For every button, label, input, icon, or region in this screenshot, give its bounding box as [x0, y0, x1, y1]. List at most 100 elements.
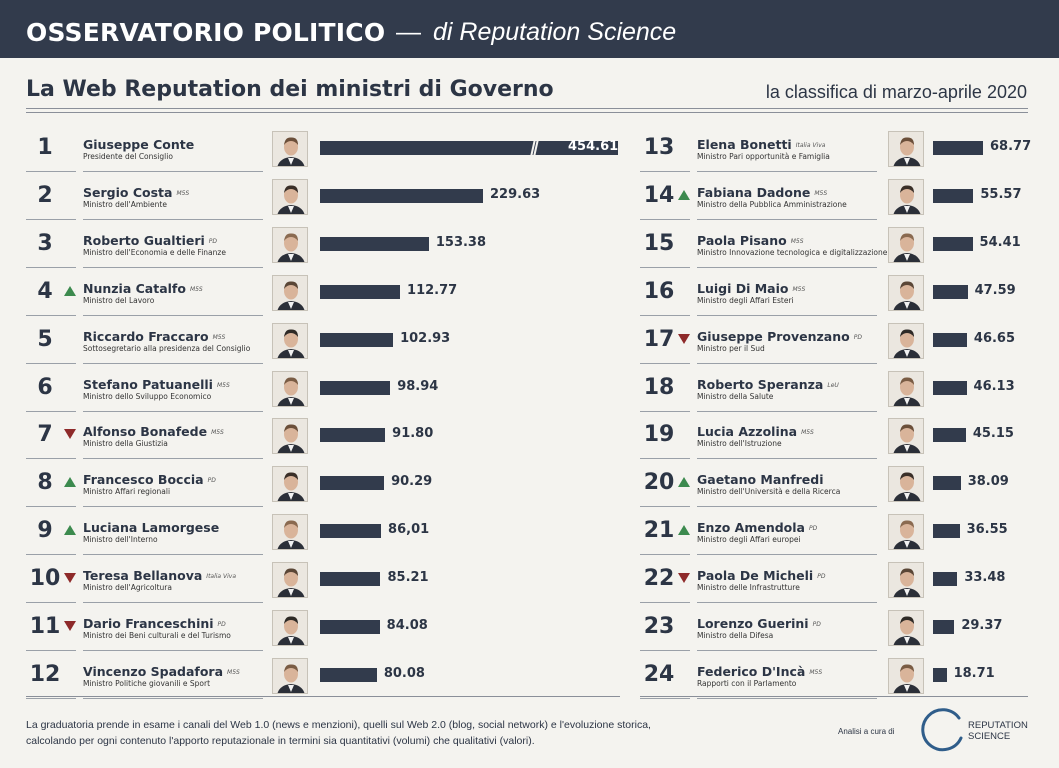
party-label: M5S [211, 429, 224, 437]
rank-underline [640, 697, 690, 699]
value-label: 80.08 [383, 665, 425, 681]
value-label: 84.08 [386, 618, 428, 633]
table-row: 12 Vincenzo Spadafora M5S Ministro Politich… [26, 652, 620, 699]
trend-up-icon [678, 525, 690, 536]
header-subtitle: — di Reputation Science [396, 18, 676, 47]
trend-up-icon [64, 285, 76, 296]
table-row: 9 Luciana Lamorgese Ministro dell'Interno 8… [26, 508, 620, 556]
minister-name-text: Luciana Lamorgese [83, 520, 220, 536]
value-bar [320, 236, 429, 251]
rank-number: 22 [643, 566, 675, 592]
party-label: PD [207, 477, 216, 485]
title-rule-bottom [26, 112, 1028, 113]
name-underline [697, 650, 877, 651]
minister-name-text: Lorenzo Guerini [697, 616, 809, 631]
minister-photo [888, 131, 924, 167]
name-underline [83, 362, 263, 364]
minister-name-text: Teresa Bellanova [83, 568, 203, 584]
minister-name-text: Roberto Gualtieri [83, 232, 205, 248]
minister-name: Giuseppe Provenzano PD [697, 329, 862, 344]
table-row: 11 Dario Franceschini PD Ministro dei Beni … [26, 604, 620, 651]
rank-underline [26, 362, 76, 364]
rank-underline [26, 506, 76, 508]
minister-role: Ministro della Difesa [697, 631, 774, 640]
minister-role: Ministro Pari opportunità e Famiglia [697, 152, 830, 161]
value-label: 29.37 [961, 618, 1003, 633]
table-row: 4 Nunzia Catalfo M5S Ministro del Lavoro 112… [26, 269, 620, 316]
rank-underline [640, 314, 690, 316]
portrait-icon [889, 419, 923, 454]
rank-number: 21 [643, 518, 675, 544]
minister-role: Ministro degli Affari europei [697, 535, 801, 545]
title-rule-top [26, 108, 1028, 109]
value-label: 153.38 [435, 234, 487, 250]
value-bar [933, 188, 974, 203]
party-label: PD [808, 525, 818, 533]
minister-photo [272, 370, 308, 407]
trend-down-icon [64, 621, 76, 631]
value-bar [320, 667, 377, 682]
value-label: 47.59 [974, 282, 1016, 298]
value-bar [320, 620, 380, 634]
party-label: M5S [212, 333, 226, 341]
table-row: 18 Roberto Speranza LeU Ministro della Salu… [640, 365, 1028, 412]
trend-down-icon [64, 573, 76, 584]
table-row: 8 Francesco Boccia PD Ministro Affari regio… [26, 460, 620, 508]
portrait-icon [273, 275, 307, 310]
rank-number: 11 [29, 614, 61, 639]
trend-up-icon [64, 525, 76, 536]
minister-photo [888, 322, 924, 359]
minister-photo [888, 178, 924, 215]
value-label: 55.57 [980, 186, 1022, 202]
party-label: PD [817, 573, 826, 581]
portrait-icon [273, 419, 307, 454]
rank-underline [640, 602, 690, 604]
table-row: 3 Roberto Gualtieri PD Ministro dell'Econom… [26, 221, 620, 268]
rank-number: 15 [643, 230, 675, 256]
minister-name: Federico D'Incà M5S [697, 664, 822, 679]
name-underline [83, 650, 263, 651]
rank-number: 1 [37, 135, 53, 160]
reputation-science-logo-icon [921, 708, 963, 752]
rank-number: 3 [37, 230, 53, 256]
minister-role: Ministro delle Infrastrutture [697, 583, 800, 593]
value-label: 38.09 [967, 474, 1009, 490]
portrait-icon [273, 611, 307, 645]
portrait-icon [889, 323, 923, 358]
minister-photo [272, 418, 308, 455]
value-bar [933, 380, 967, 395]
value-label: 46.13 [973, 378, 1015, 394]
value-label: 91.80 [392, 426, 434, 442]
table-row: 15 Paola Pisano M5S Ministro Innovazione te… [640, 221, 1028, 268]
value-label: 54.41 [979, 234, 1021, 250]
minister-name: Riccardo Fraccaro M5S [83, 329, 225, 344]
portrait-icon [889, 658, 923, 693]
minister-name: Sergio Costa M5S [83, 185, 189, 200]
minister-name: Alfonso Bonafede M5S [83, 424, 224, 439]
value-bar [933, 667, 947, 682]
party-label: PD [812, 621, 821, 628]
trend-down-icon [678, 333, 690, 344]
minister-role: Ministro dell'Università e della Ricerca [697, 487, 841, 497]
minister-photo [888, 562, 924, 599]
party-label: M5S [189, 285, 203, 293]
table-row: 22 Paola De Micheli PD Ministro delle Infra… [640, 556, 1028, 604]
header-dash: — [396, 18, 421, 46]
minister-name: Giuseppe Conte [83, 137, 194, 152]
rank-number: 9 [37, 518, 53, 544]
value-bar [320, 188, 483, 203]
value-label: 85.21 [387, 570, 429, 586]
value-bar [933, 332, 967, 347]
portrait-icon [889, 611, 923, 645]
minister-name-text: Roberto Speranza [697, 376, 824, 392]
portrait-icon [273, 515, 307, 550]
value-bar [320, 428, 386, 443]
name-underline [697, 506, 877, 508]
minister-name: Nunzia Catalfo M5S [83, 281, 203, 296]
rank-number: 19 [643, 422, 675, 448]
portrait-icon [889, 371, 923, 406]
rank-number: 13 [643, 135, 675, 160]
minister-photo [888, 418, 924, 455]
minister-photo [272, 131, 308, 167]
rank-underline [26, 410, 76, 412]
